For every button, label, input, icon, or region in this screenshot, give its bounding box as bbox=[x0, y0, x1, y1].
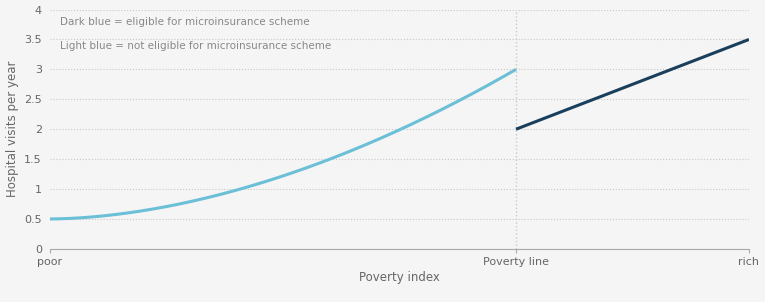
X-axis label: Poverty index: Poverty index bbox=[359, 271, 440, 284]
Y-axis label: Hospital visits per year: Hospital visits per year bbox=[5, 61, 18, 198]
Text: Light blue = not eligible for microinsurance scheme: Light blue = not eligible for microinsur… bbox=[60, 41, 331, 51]
Text: Dark blue = eligible for microinsurance scheme: Dark blue = eligible for microinsurance … bbox=[60, 17, 310, 27]
